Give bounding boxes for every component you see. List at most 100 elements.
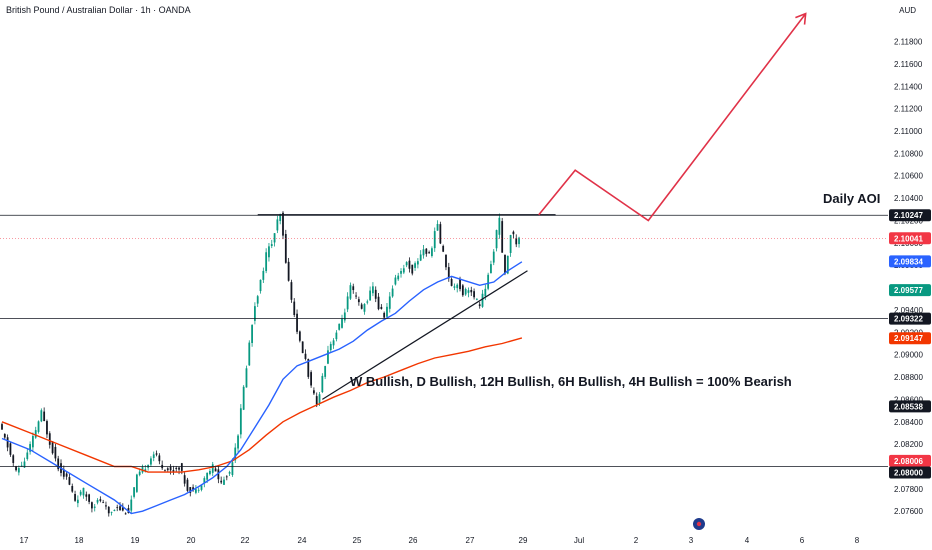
candle <box>237 434 239 453</box>
bias-annotation: W Bullish, D Bullish, 12H Bullish, 6H Bu… <box>350 374 792 389</box>
candle <box>43 407 46 422</box>
candle <box>217 466 220 484</box>
candle <box>445 254 447 271</box>
candle <box>270 239 273 249</box>
candle <box>298 330 301 343</box>
time-axis: 17 18 19 20 22 24 25 26 27 29 Jul 2 3 4 6 8 <box>20 518 860 545</box>
ma-fast-line <box>1 261 523 515</box>
daily-aoi-label: Daily AOI <box>823 191 880 206</box>
price-tag: 2.09147 <box>889 332 931 345</box>
candle <box>62 465 65 480</box>
candle <box>169 464 172 475</box>
candle <box>495 229 498 252</box>
candle <box>431 246 433 258</box>
candle <box>37 420 40 434</box>
y-tick-label: 2.07600 <box>894 507 923 516</box>
candle <box>113 509 116 512</box>
candle <box>478 301 481 309</box>
candle <box>470 286 473 297</box>
candle <box>301 341 304 354</box>
candle <box>259 279 262 294</box>
candle <box>161 460 164 470</box>
candle <box>172 465 175 475</box>
x-tick-label: 22 <box>241 536 250 545</box>
candle <box>332 338 335 349</box>
y-tick-label: 2.11800 <box>894 38 923 47</box>
svg-text:2.09147: 2.09147 <box>894 334 923 343</box>
candle <box>152 451 155 462</box>
candle <box>130 495 133 514</box>
candle <box>194 485 197 495</box>
candle <box>290 279 293 303</box>
x-tick-label: 25 <box>353 536 362 545</box>
candle <box>422 245 425 259</box>
candle <box>99 496 102 503</box>
economic-event-icon[interactable] <box>693 518 705 530</box>
candle <box>388 292 391 313</box>
candle <box>175 465 178 472</box>
candle <box>293 298 296 318</box>
candle <box>79 489 82 497</box>
candle <box>518 236 520 248</box>
candle <box>287 257 290 282</box>
candle <box>335 330 338 342</box>
svg-text:2.08000: 2.08000 <box>894 468 923 477</box>
candle <box>147 464 150 471</box>
x-tick-label: 8 <box>855 536 860 545</box>
drawings <box>257 12 807 400</box>
candle <box>254 302 256 325</box>
candle-series <box>1 211 520 517</box>
candle <box>428 250 431 254</box>
candle <box>46 419 48 439</box>
candle <box>386 302 388 319</box>
candle <box>363 303 366 315</box>
candle <box>327 345 329 365</box>
x-tick-label: 18 <box>75 536 84 545</box>
candle <box>394 274 397 286</box>
candle <box>310 370 312 388</box>
candle <box>183 472 186 487</box>
candle <box>391 285 394 298</box>
candle <box>324 365 327 380</box>
candle <box>467 287 470 298</box>
svg-text:2.09322: 2.09322 <box>894 315 923 324</box>
candle <box>116 504 119 512</box>
candle <box>284 229 287 264</box>
candle <box>419 250 422 262</box>
candle <box>71 483 74 493</box>
rising-trendline[interactable] <box>322 270 528 400</box>
x-tick-label: 6 <box>800 536 805 545</box>
candle <box>366 299 369 305</box>
candle <box>141 464 144 474</box>
candle <box>26 448 29 461</box>
candle <box>105 501 107 510</box>
candle <box>369 286 372 301</box>
candle <box>498 213 501 239</box>
candle <box>411 264 414 276</box>
svg-text:2.10041: 2.10041 <box>894 234 923 243</box>
candle <box>262 267 265 284</box>
price-tag: 2.09322 <box>889 312 931 325</box>
projection-path[interactable] <box>538 13 807 222</box>
candle <box>377 292 380 311</box>
candle <box>197 487 200 493</box>
candle <box>76 495 79 508</box>
candle <box>186 477 189 492</box>
price-tag: 2.08006 <box>889 454 931 467</box>
candle <box>338 323 341 331</box>
candle <box>155 450 158 457</box>
candle <box>93 503 96 512</box>
candle <box>313 387 315 395</box>
svg-text:2.08538: 2.08538 <box>894 402 923 411</box>
candle <box>447 262 450 282</box>
candle <box>408 257 411 273</box>
candle <box>223 476 225 485</box>
price-tag: 2.10041 <box>889 232 931 245</box>
y-tick-label: 2.10800 <box>894 149 923 158</box>
candle <box>211 461 214 477</box>
price-tag: 2.08000 <box>889 466 931 479</box>
candle <box>124 512 127 515</box>
candle <box>34 426 37 439</box>
candle <box>256 294 259 308</box>
